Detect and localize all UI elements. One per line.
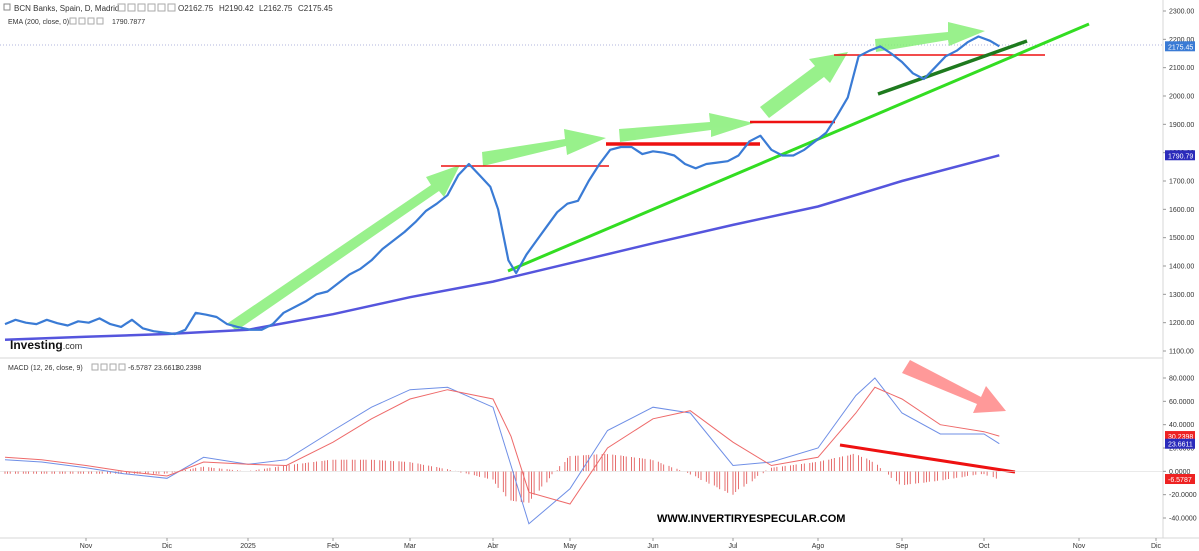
time-tick-label: Jul <box>729 543 738 550</box>
investing-logo: Investing.com <box>10 338 82 352</box>
price-tick-label: 2100.00 <box>1169 65 1194 72</box>
uptrend-arrow-3 <box>619 113 754 142</box>
time-tick-label: Mar <box>404 543 417 550</box>
price-tick-label: 1300.00 <box>1169 292 1194 299</box>
time-tick-label: May <box>563 543 577 550</box>
macd-tick-label: 40.0000 <box>1169 422 1194 429</box>
macd-tick-label: -40.0000 <box>1169 516 1197 523</box>
signal-line <box>4 386 1000 505</box>
price-tick-label: 1200.00 <box>1169 320 1194 327</box>
time-tick-label: Ago <box>812 543 825 550</box>
macd-line <box>4 377 1000 525</box>
time-tick-label: Nov <box>1073 543 1086 550</box>
macd-histogram <box>0 453 1163 503</box>
macd-legend-macd: 23.6611 <box>154 365 179 372</box>
header-tool-icons[interactable] <box>117 3 176 12</box>
macd-legend-signal: 30.2398 <box>176 365 201 372</box>
price-tick-label: 1100.00 <box>1169 349 1194 356</box>
time-tick-label: 2025 <box>240 543 256 550</box>
time-tick-label: Oct <box>979 543 990 550</box>
price-tick-label: 2000.00 <box>1169 94 1194 101</box>
price-tick-label: 1500.00 <box>1169 235 1194 242</box>
time-tick-label: Sep <box>896 543 909 550</box>
uptrend-arrow-4 <box>760 52 848 118</box>
price-tick-label: 2300.00 <box>1169 9 1194 16</box>
macd-down-arrow <box>902 360 1006 413</box>
hist-last-label: -6.5787 <box>1168 477 1192 484</box>
time-tick-label: Jun <box>647 543 658 550</box>
macd-last-label: 23.6611 <box>1168 442 1193 449</box>
short-uptrend-line <box>877 39 1028 96</box>
price-tick-label: 1400.00 <box>1169 264 1194 271</box>
time-tick-label: Dic <box>162 543 173 550</box>
macd-tick-label: 60.0000 <box>1169 399 1194 406</box>
ema-last-label: 1790.79 <box>1168 153 1193 160</box>
time-tick-label: Abr <box>488 543 500 550</box>
time-tick-label: Feb <box>327 543 339 550</box>
ohlc-open: O2162.75 <box>178 4 214 13</box>
uptrend-arrow-5 <box>875 22 985 52</box>
long-uptrend-line <box>507 22 1090 273</box>
uptrend-arrow-2 <box>482 129 606 166</box>
price-last-label: 2175.45 <box>1168 44 1193 51</box>
watermark-text: WWW.INVERTIRYESPECULAR.COM <box>657 513 845 525</box>
price-tick-label: 2200.00 <box>1169 37 1194 44</box>
collapse-icon[interactable] <box>3 3 11 11</box>
ema-legend-label: EMA (200, close, 0) <box>8 19 69 26</box>
time-axis: Nov Dic 2025 Feb Mar Abr May Jun Jul Ago Sep Oct Nov… <box>80 538 1162 550</box>
ema-tool-icons[interactable] <box>69 17 104 25</box>
time-tick-label: Dic <box>1151 543 1162 550</box>
macd-tick-label: 20.0000 <box>1169 446 1194 453</box>
macd-legend-label: MACD (12, 26, close, 9) <box>8 365 83 372</box>
price-tick-label: 1700.00 <box>1169 179 1194 186</box>
macd-divergence-line <box>839 443 1016 474</box>
ema-legend-value: 1790.7877 <box>112 19 145 26</box>
macd-tick-label: 0.0000 <box>1169 469 1191 476</box>
annotation-arrows <box>228 22 1006 413</box>
price-line <box>4 35 1000 336</box>
symbol-title: BCN Banks, Spain, D, Madrid <box>14 4 119 13</box>
price-tick-label: 1900.00 <box>1169 122 1194 129</box>
macd-legend-hist: -6.5787 <box>128 365 152 372</box>
macd-axis: 80.0000 60.0000 40.0000 20.0000 0.0000 -20.00… <box>1163 376 1197 523</box>
macd-tick-label: 80.0000 <box>1169 376 1194 383</box>
ohlc-close: C2175.45 <box>298 4 333 13</box>
signal-last-label: 30.2398 <box>1168 434 1193 441</box>
ohlc-high: H2190.42 <box>219 4 254 13</box>
uptrend-arrow-1 <box>228 165 460 331</box>
macd-tool-icons[interactable] <box>91 363 126 371</box>
macd-tick-label: -20.0000 <box>1169 492 1197 499</box>
ohlc-low: L2162.75 <box>259 4 293 13</box>
drawn-levels <box>441 54 1045 474</box>
price-axis: 2300.002200.002100.002000.001900.001800.… <box>1163 9 1194 356</box>
time-tick-label: Nov <box>80 543 93 550</box>
price-tick-label: 1600.00 <box>1169 207 1194 214</box>
